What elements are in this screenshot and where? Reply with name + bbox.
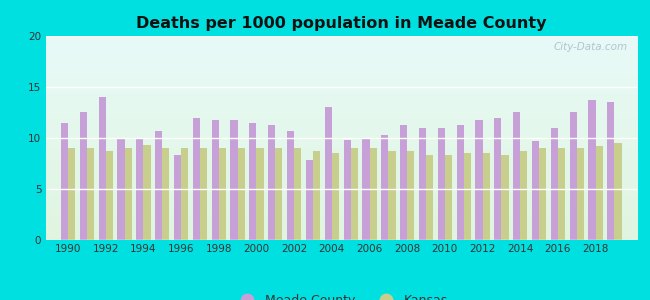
Bar	[501, 155, 508, 240]
Bar	[369, 148, 376, 240]
Bar	[155, 131, 162, 240]
Bar	[532, 141, 539, 240]
Bar	[362, 138, 369, 240]
Bar	[118, 138, 125, 240]
Bar	[551, 128, 558, 240]
Title: Deaths per 1000 population in Meade County: Deaths per 1000 population in Meade Coun…	[136, 16, 547, 31]
Bar	[482, 153, 489, 240]
Bar	[381, 135, 388, 240]
Bar	[174, 155, 181, 240]
Bar	[200, 148, 207, 240]
Bar	[426, 155, 433, 240]
Bar	[212, 120, 219, 240]
Bar	[99, 97, 106, 240]
Bar	[558, 148, 565, 240]
Bar	[520, 151, 527, 240]
Bar	[400, 125, 407, 240]
Bar	[268, 125, 276, 240]
Bar	[219, 148, 226, 240]
Bar	[294, 148, 302, 240]
Bar	[456, 125, 463, 240]
Bar	[614, 143, 621, 240]
Bar	[350, 148, 358, 240]
Bar	[162, 148, 170, 240]
Bar	[306, 160, 313, 240]
Bar	[106, 151, 113, 240]
Bar	[588, 100, 595, 240]
Bar	[68, 148, 75, 240]
Bar	[577, 148, 584, 240]
Bar	[87, 148, 94, 240]
Bar	[463, 153, 471, 240]
Bar	[407, 151, 414, 240]
Bar	[80, 112, 87, 240]
Bar	[276, 148, 283, 240]
Bar	[287, 131, 294, 240]
Bar	[238, 148, 245, 240]
Bar	[388, 151, 395, 240]
Bar	[437, 128, 445, 240]
Legend: Meade County, Kansas: Meade County, Kansas	[235, 294, 448, 300]
Bar	[343, 140, 350, 240]
Bar	[61, 123, 68, 240]
Bar	[144, 145, 151, 240]
Bar	[250, 123, 257, 240]
Bar	[136, 138, 144, 240]
Bar	[513, 112, 520, 240]
Bar	[332, 153, 339, 240]
Bar	[324, 107, 332, 240]
Bar	[445, 155, 452, 240]
Bar	[257, 148, 264, 240]
Bar	[313, 151, 320, 240]
Bar	[607, 102, 614, 240]
Bar	[125, 148, 132, 240]
Bar	[595, 146, 603, 240]
Bar	[419, 128, 426, 240]
Bar	[539, 148, 546, 240]
Bar	[193, 118, 200, 240]
Bar	[569, 112, 577, 240]
Text: City-Data.com: City-Data.com	[554, 42, 628, 52]
Bar	[181, 148, 188, 240]
Bar	[494, 118, 501, 240]
Bar	[475, 120, 482, 240]
Bar	[231, 120, 238, 240]
